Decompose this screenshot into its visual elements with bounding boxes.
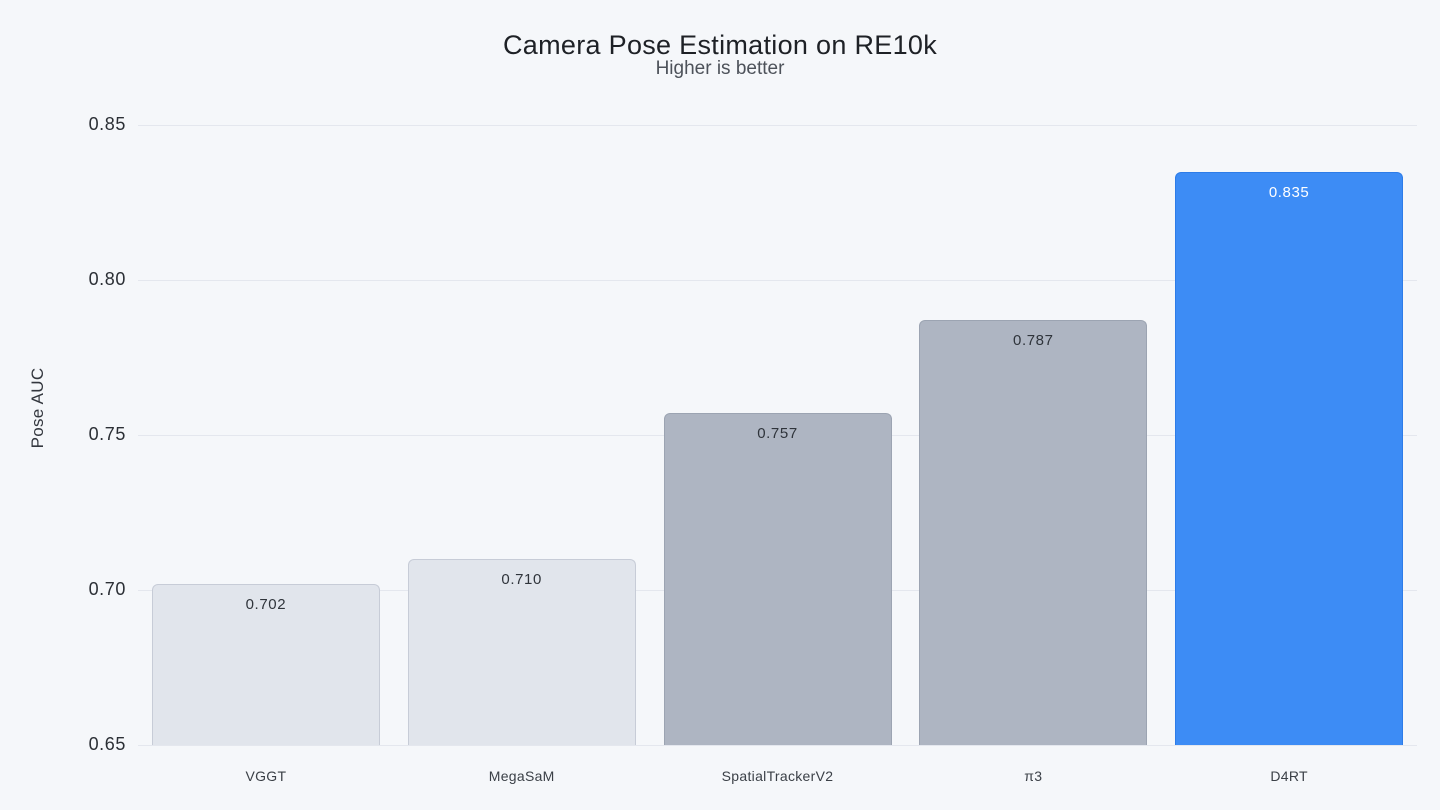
bar-SpatialTrackerV2: 0.757 bbox=[663, 413, 892, 745]
y-tick-label: 0.85 bbox=[88, 114, 126, 134]
gridline bbox=[138, 744, 1417, 746]
x-category-label: SpatialTrackerV2 bbox=[721, 768, 834, 784]
bar-MegaSaM: 0.710 bbox=[407, 559, 636, 745]
x-category-label: D4RT bbox=[1270, 768, 1308, 784]
chart-subtitle: Higher is better bbox=[655, 58, 785, 79]
bar-value-label: 0.787 bbox=[1013, 332, 1054, 350]
bar-value-label: 0.702 bbox=[245, 595, 287, 613]
gridline bbox=[138, 279, 1417, 281]
bar-value-label: 0.710 bbox=[501, 571, 542, 588]
bar-π3: 0.787 bbox=[919, 320, 1148, 745]
x-category-label: π3 bbox=[1024, 768, 1043, 784]
gridline bbox=[138, 124, 1417, 126]
bar-D4RT: 0.835 bbox=[1175, 171, 1404, 745]
y-tick-label: 0.80 bbox=[88, 269, 126, 289]
bar-VGGT: 0.702 bbox=[151, 583, 380, 745]
x-category-label: MegaSaM bbox=[488, 768, 555, 784]
y-tick-label: 0.75 bbox=[88, 424, 126, 444]
chart-title: Camera Pose Estimation on RE10k bbox=[503, 30, 937, 60]
x-category-label: VGGT bbox=[245, 768, 287, 784]
y-tick-label: 0.65 bbox=[88, 734, 126, 754]
y-tick-label: 0.70 bbox=[88, 579, 126, 599]
bar-value-label: 0.835 bbox=[1268, 183, 1310, 201]
bar-value-label: 0.757 bbox=[757, 425, 798, 443]
